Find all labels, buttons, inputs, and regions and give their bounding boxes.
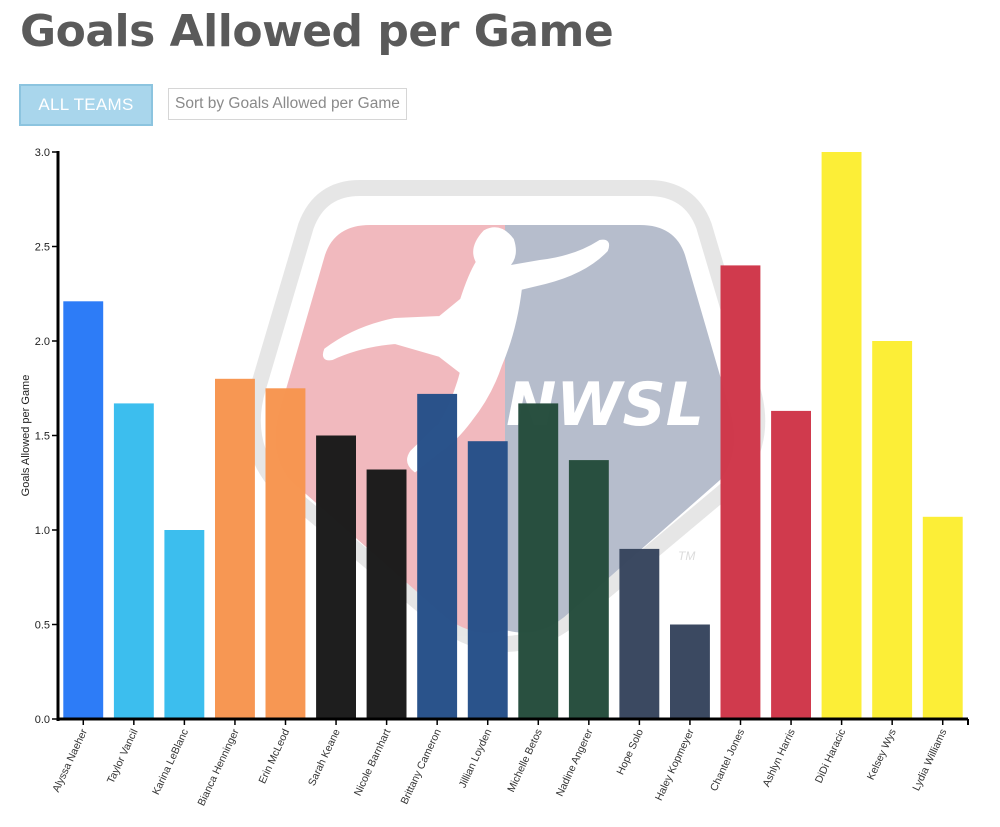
x-tick-label: Bianca Henninger xyxy=(196,727,242,808)
y-tick-label: 2.0 xyxy=(35,336,50,348)
x-tick-label: Alyssa Naeher xyxy=(50,727,90,794)
bar-nadine-angerer[interactable] xyxy=(568,460,609,719)
all-teams-button[interactable]: ALL TEAMS xyxy=(19,84,153,126)
bar-ashlyn-harris[interactable] xyxy=(771,410,811,719)
bar-karina-leblanc[interactable] xyxy=(164,530,205,719)
x-tick-label: Haley Kopmeyer xyxy=(653,727,697,803)
bar-jillian-loyden[interactable] xyxy=(467,441,508,719)
x-tick-label: Nadine Angerer xyxy=(554,727,596,799)
x-tick-label: Sarah Keane xyxy=(306,727,343,788)
x-tick-label: Brittany Cameron xyxy=(398,727,443,806)
y-tick-label: 3.0 xyxy=(35,147,50,159)
bar-haley-kopmeyer[interactable] xyxy=(670,624,710,720)
x-tick-label: Jillian Loyden xyxy=(457,727,495,790)
bar-michelle-betos[interactable] xyxy=(518,403,559,719)
x-tick-label: Chantel Jones xyxy=(708,727,747,793)
bar-sarah-keane[interactable] xyxy=(316,435,356,720)
logo-trademark: TM xyxy=(678,549,695,563)
y-axis: 0.0 0.5 1.0 1.5 2.0 2.5 3.0 xyxy=(35,147,60,726)
y-tick-label: 0.5 xyxy=(35,620,50,632)
y-tick-label: 2.5 xyxy=(35,242,50,254)
x-tick-label: Hope Solo xyxy=(615,727,647,777)
bar-brittany-cameron[interactable] xyxy=(417,393,458,719)
x-tick-label: Karina LeBlanc xyxy=(150,727,191,797)
y-tick-label: 1.0 xyxy=(35,525,50,537)
logo-outer-ring xyxy=(244,180,766,652)
bar-taylor-vancil[interactable] xyxy=(113,403,154,719)
page-title: Goals Allowed per Game xyxy=(20,6,614,57)
x-tick-label: Lydia Williams xyxy=(910,727,949,793)
x-tick-label: Kelsey Wys xyxy=(865,727,899,782)
x-tick-label: Taylor Vancil xyxy=(105,727,141,785)
x-tick-label: Ashlyn Harris xyxy=(761,727,798,789)
bar-didi-haracic[interactable] xyxy=(821,152,862,719)
y-tick-label: 0.0 xyxy=(35,714,50,726)
bar-nicole-barnhart[interactable] xyxy=(366,469,407,720)
nwsl-logo-watermark: NWSL TM xyxy=(244,180,766,652)
logo-navy-half xyxy=(505,225,735,633)
bar-chantel-jones[interactable] xyxy=(720,265,761,719)
bar-kelsey-wys[interactable] xyxy=(872,341,913,719)
bar-lydia-williams[interactable] xyxy=(922,516,963,719)
bar-erin-mcleod[interactable] xyxy=(265,388,306,720)
x-tick-label: Erin McLeod xyxy=(256,727,292,786)
bar-alyssa-naeher[interactable] xyxy=(63,301,104,719)
x-axis: Alyssa Naeher Taylor Vancil Karina LeBlanc… xyxy=(50,717,969,808)
bar-hope-solo[interactable] xyxy=(619,548,660,719)
sort-by-goals-button[interactable]: Sort by Goals Allowed per Game xyxy=(168,88,407,120)
x-tick-label: DiDi Haracic xyxy=(813,727,849,785)
x-tick-label: Nicole Barnhart xyxy=(352,727,393,798)
y-axis-title: Goals Allowed per Game xyxy=(20,375,32,497)
y-tick-label: 1.5 xyxy=(35,431,50,443)
x-tick-label: Michelle Betos xyxy=(505,727,545,794)
bar-bianca-henninger[interactable] xyxy=(215,378,255,719)
bars-group xyxy=(63,152,963,720)
